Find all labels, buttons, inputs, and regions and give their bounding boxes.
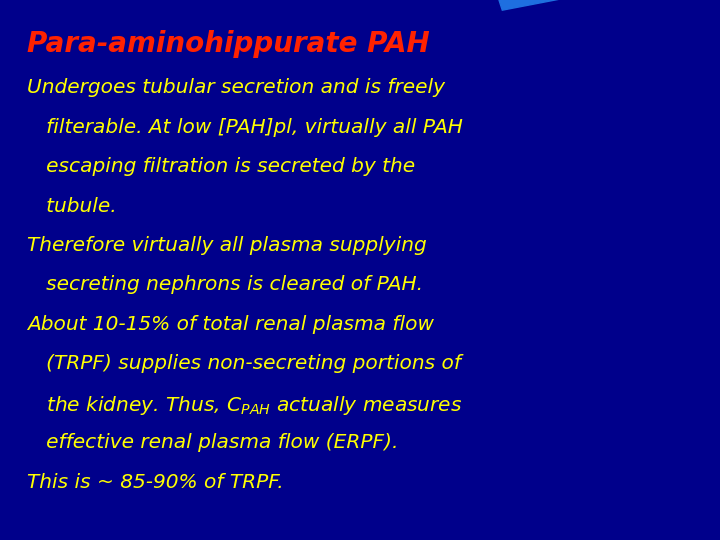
Text: Para-aminohippurate PAH: Para-aminohippurate PAH [27,30,430,58]
Text: About 10-15% of total renal plasma flow: About 10-15% of total renal plasma flow [27,315,434,334]
Text: escaping filtration is secreted by the: escaping filtration is secreted by the [27,157,415,176]
Text: Therefore virtually all plasma supplying: Therefore virtually all plasma supplying [27,236,427,255]
Text: Undergoes tubular secretion and is freely: Undergoes tubular secretion and is freel… [27,78,446,97]
Text: the kidney. Thus, $C_{PAH}$ actually measures: the kidney. Thus, $C_{PAH}$ actually mea… [27,394,463,417]
Text: effective renal plasma flow (ERPF).: effective renal plasma flow (ERPF). [27,433,399,452]
Text: This is ~ 85-90% of TRPF.: This is ~ 85-90% of TRPF. [27,472,284,491]
Polygon shape [482,0,720,10]
Text: (TRPF) supplies non-secreting portions of: (TRPF) supplies non-secreting portions o… [27,354,462,373]
Text: tubule.: tubule. [27,197,117,215]
Text: filterable. At low [PAH]pl, virtually all PAH: filterable. At low [PAH]pl, virtually al… [27,118,463,137]
Text: secreting nephrons is cleared of PAH.: secreting nephrons is cleared of PAH. [27,275,423,294]
